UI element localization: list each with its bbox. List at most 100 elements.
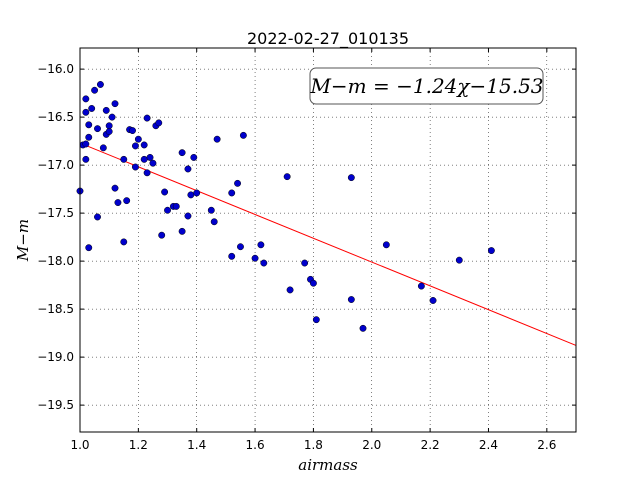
data-point — [187, 191, 195, 199]
x-tick-label: 1.4 — [187, 438, 206, 452]
y-tick-label: −17.0 — [37, 158, 74, 172]
x-axis-label: airmass — [298, 456, 358, 474]
y-tick-labels: −16.0 −16.5 −17.0 −17.5 −18.0 −18.5 −19.0 −19.5 — [37, 62, 74, 412]
plot-area — [80, 48, 576, 432]
data-point — [164, 206, 171, 214]
fit-line — [79, 142, 577, 346]
data-point — [213, 135, 221, 143]
data-point — [120, 238, 128, 246]
data-point — [158, 231, 166, 239]
data-point — [228, 189, 236, 197]
data-point — [190, 153, 198, 161]
data-point — [140, 155, 148, 163]
data-point — [309, 279, 317, 287]
data-point — [82, 95, 90, 103]
x-tick-label: 2.2 — [421, 438, 440, 452]
data-point — [94, 125, 101, 133]
x-tick-label: 1.0 — [70, 438, 89, 452]
data-point — [85, 121, 93, 129]
chart-title: 2022-02-27_010135 — [247, 29, 409, 49]
ticks — [79, 48, 576, 432]
data-point — [111, 184, 119, 192]
data-point — [91, 86, 99, 94]
data-point — [102, 106, 110, 114]
data-point — [301, 259, 309, 267]
data-point — [129, 127, 136, 135]
data-point — [283, 173, 291, 181]
data-point — [149, 159, 157, 167]
x-tick-label: 1.2 — [129, 438, 148, 452]
data-point — [120, 155, 128, 163]
y-tick-label: −19.5 — [37, 398, 74, 412]
data-point — [257, 241, 265, 249]
data-point — [286, 286, 294, 294]
data-point — [96, 81, 104, 88]
data-point — [82, 140, 90, 148]
x-tick-labels: 1.0 1.2 1.4 1.6 1.8 2.0 2.2 2.4 2.6 — [70, 438, 556, 452]
data-point — [143, 114, 151, 122]
data-point — [193, 189, 201, 197]
data-point — [140, 141, 148, 149]
data-point — [234, 179, 242, 187]
y-tick-label: −18.0 — [37, 254, 74, 268]
data-point — [108, 113, 116, 121]
y-tick-label: −18.5 — [37, 302, 74, 316]
data-point — [178, 227, 186, 235]
data-point — [347, 174, 355, 182]
data-point — [347, 296, 355, 303]
data-point — [143, 169, 151, 177]
data-point — [131, 163, 139, 171]
data-point — [82, 155, 90, 163]
data-point — [417, 282, 425, 290]
data-point — [260, 259, 268, 267]
data-point — [172, 202, 180, 210]
data-points — [76, 81, 495, 332]
y-tick-label: −16.5 — [37, 110, 74, 124]
data-point — [123, 197, 131, 205]
x-tick-label: 2.6 — [537, 438, 556, 452]
x-tick-label: 1.8 — [304, 438, 323, 452]
data-point — [487, 247, 495, 255]
x-tick-label: 1.6 — [246, 438, 265, 452]
data-point — [161, 188, 169, 196]
data-point — [105, 128, 113, 135]
x-tick-label: 2.4 — [479, 438, 498, 452]
data-point — [155, 119, 163, 127]
data-point — [178, 149, 186, 157]
fit-annotation: M−m = −1.24χ−15.53 — [309, 67, 544, 105]
data-point — [228, 252, 236, 260]
annotation-box — [309, 67, 544, 105]
data-point — [359, 324, 367, 332]
fit-line-group — [79, 142, 577, 346]
data-point — [82, 108, 90, 116]
data-point — [184, 212, 192, 220]
x-tick-label: 2.0 — [362, 438, 381, 452]
data-point — [239, 131, 247, 139]
data-point — [237, 243, 244, 251]
data-point — [455, 256, 463, 264]
data-point — [94, 213, 101, 221]
data-point — [382, 241, 390, 249]
annotation-text: M−m = −1.24χ−15.53 — [309, 74, 543, 98]
plot-frame — [79, 47, 577, 433]
data-point — [114, 199, 122, 207]
data-point — [210, 218, 218, 226]
data-point — [134, 135, 142, 143]
y-tick-label: −19.0 — [37, 350, 74, 364]
data-point — [85, 133, 93, 141]
data-point — [88, 105, 96, 112]
y-axis-label: M−m — [14, 219, 32, 262]
data-point — [184, 165, 192, 173]
data-point — [131, 142, 139, 150]
data-point — [85, 244, 93, 252]
y-tick-label: −17.5 — [37, 206, 74, 220]
data-point — [207, 206, 215, 214]
y-tick-label: −16.0 — [37, 62, 74, 76]
data-point — [111, 100, 119, 108]
data-point — [429, 297, 437, 304]
data-point — [105, 122, 113, 130]
data-point — [251, 254, 259, 262]
data-point — [99, 144, 107, 152]
